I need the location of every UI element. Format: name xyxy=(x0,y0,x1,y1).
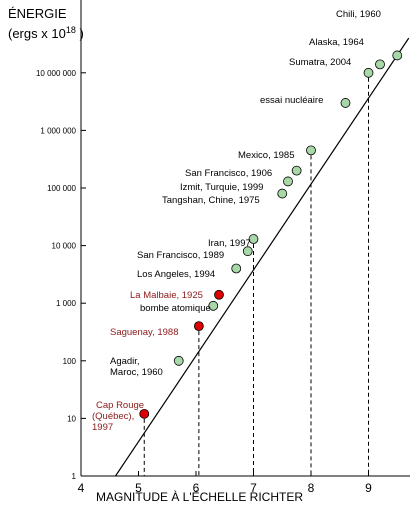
data-point xyxy=(231,263,242,274)
label-caprouge-1: Cap Rouge xyxy=(96,400,144,411)
fit-line xyxy=(115,37,410,477)
data-point xyxy=(283,176,293,187)
y-tick-label: 1 xyxy=(72,472,77,481)
label-chili: Chili, 1960 xyxy=(336,9,381,20)
label-essai: essai nucléaire xyxy=(260,95,323,106)
data-point xyxy=(375,59,385,70)
label-mexico: Mexico, 1985 xyxy=(238,150,295,161)
data-point xyxy=(277,188,288,199)
data-point xyxy=(392,50,403,61)
data-point xyxy=(242,246,253,257)
y-tick-label: 10 xyxy=(67,414,76,423)
x-tick-label: 9 xyxy=(365,481,372,495)
data-point xyxy=(193,321,204,332)
label-agadir-1: Agadir, xyxy=(110,356,140,367)
label-la: Los Angeles, 1994 xyxy=(137,269,215,280)
data-point xyxy=(291,165,302,176)
x-axis-title: MAGNITUDE À L'ÉCHELLE RICHTER xyxy=(96,489,303,504)
y-tick-label: 1 000 000 xyxy=(40,126,76,135)
y-tick-label: 10 000 000 xyxy=(36,69,77,78)
data-point xyxy=(248,234,259,244)
y-axis-title-line1: ÉNERGIE xyxy=(8,6,67,21)
data-point xyxy=(208,300,219,311)
data-point xyxy=(214,289,224,300)
y-axis-title-prefix: (ergs x 10 xyxy=(8,26,66,41)
label-agadir-2: Maroc, 1960 xyxy=(110,367,163,378)
label-saguenay: Saguenay, 1988 xyxy=(110,327,179,338)
label-sf1989: San Francisco, 1989 xyxy=(137,250,224,261)
label-caprouge-3: 1997 xyxy=(92,422,113,433)
x-tick-label: 8 xyxy=(308,481,315,495)
y-axis-title-exp: 18 xyxy=(66,25,76,35)
data-point xyxy=(173,355,184,366)
label-izmit: Izmit, Turquie, 1999 xyxy=(180,182,263,193)
y-tick-label: 100 000 xyxy=(47,184,76,193)
label-caprouge-2: (Québec), xyxy=(92,411,134,422)
dashed-drop-lines xyxy=(143,77,369,476)
data-point xyxy=(340,98,351,108)
label-malbaie: La Malbaie, 1925 xyxy=(130,290,203,301)
y-axis-title-line2: (ergs x 1018 ) xyxy=(8,25,84,41)
data-point xyxy=(363,67,374,78)
y-tick-label: 10 000 xyxy=(52,242,77,251)
label-sf1906: San Francisco, 1906 xyxy=(185,168,272,179)
label-sumatra: Sumatra, 2004 xyxy=(289,57,351,68)
label-bombe: bombe atomique xyxy=(140,303,211,314)
data-points xyxy=(139,50,403,419)
x-tick-label: 5 xyxy=(135,481,142,495)
y-ticks: 1 10 100 1 000 10 000 100 000 1 000 000 10 000 … xyxy=(36,69,86,481)
x-tick-label: 7 xyxy=(250,481,257,495)
label-tangshan: Tangshan, Chine, 1975 xyxy=(162,195,260,206)
y-axis-title-suffix: ) xyxy=(76,26,84,41)
x-tick-label: 6 xyxy=(193,481,200,495)
y-tick-label: 100 xyxy=(63,357,77,366)
label-iran: Iran, 1997 xyxy=(208,238,251,249)
data-point xyxy=(139,408,150,419)
x-tick-label: 4 xyxy=(78,481,85,495)
y-tick-label: 1 000 xyxy=(56,299,77,308)
label-alaska: Alaska, 1964 xyxy=(309,37,364,48)
data-point xyxy=(306,145,316,156)
